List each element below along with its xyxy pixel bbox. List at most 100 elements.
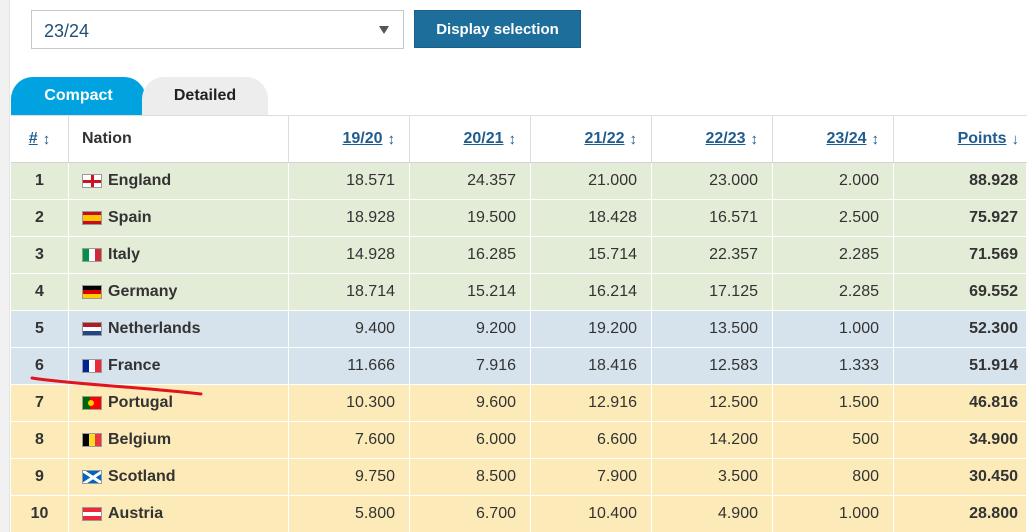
season-2-cell: 19.500 [410, 200, 531, 236]
season-5-cell: 2.285 [773, 237, 894, 273]
sort-season-3-link[interactable]: 21/22 [584, 130, 625, 147]
sort-season-5-link[interactable]: 23/24 [826, 130, 867, 147]
season-1-cell: 18.714 [289, 274, 410, 310]
nation-cell[interactable]: Italy [69, 237, 289, 273]
sort-season-4-link[interactable]: 22/23 [705, 130, 746, 147]
nation-cell[interactable]: Austria [69, 496, 289, 532]
nation-cell[interactable]: Germany [69, 274, 289, 310]
nation-cell[interactable]: Belgium [69, 422, 289, 458]
ranking-table: # ↕ Nation 19/20 ↕ 20/21 ↕ 21/22 ↕ 22/23 ↕ 23… [11, 115, 1027, 532]
table-body: 1 England 18.571 24.357 21.000 23.000 2.000 88.… [11, 163, 1027, 532]
season-5-cell: 1.333 [773, 348, 894, 384]
header-rank[interactable]: # ↕ [11, 116, 69, 162]
nation-cell[interactable]: Spain [69, 200, 289, 236]
nation-name[interactable]: England [108, 172, 172, 189]
points-cell: 52.300 [894, 311, 1027, 347]
points-cell: 30.450 [894, 459, 1027, 495]
italy-flag-icon [82, 248, 102, 262]
season-1-cell: 18.928 [289, 200, 410, 236]
points-cell: 34.900 [894, 422, 1027, 458]
season-2-cell: 16.285 [410, 237, 531, 273]
sort-icon[interactable]: ↕ [508, 130, 517, 148]
header-season-5[interactable]: 23/24 ↕ [773, 116, 894, 162]
display-selection-button[interactable]: Display selection [414, 10, 581, 48]
sort-season-2-link[interactable]: 20/21 [463, 130, 504, 147]
season-5-cell: 2.285 [773, 274, 894, 310]
season-3-cell: 12.916 [531, 385, 652, 421]
rank-cell: 2 [11, 200, 69, 236]
nation-cell[interactable]: England [69, 163, 289, 199]
season-1-cell: 14.928 [289, 237, 410, 273]
points-cell: 69.552 [894, 274, 1027, 310]
chevron-down-icon[interactable] [379, 26, 389, 34]
rank-cell: 5 [11, 311, 69, 347]
nation-cell[interactable]: Scotland [69, 459, 289, 495]
sort-icon[interactable]: ↕ [871, 130, 880, 148]
season-4-cell: 22.357 [652, 237, 773, 273]
table-row: 10 Austria 5.800 6.700 10.400 4.900 1.000 28.80… [11, 496, 1027, 532]
points-cell: 71.569 [894, 237, 1027, 273]
season-3-cell: 16.214 [531, 274, 652, 310]
sort-icon[interactable]: ↕ [387, 130, 396, 148]
nation-name[interactable]: Austria [108, 505, 164, 522]
rank-cell: 4 [11, 274, 69, 310]
spain-flag-icon [82, 211, 102, 225]
nation-cell[interactable]: France [69, 348, 289, 384]
season-5-cell: 1.000 [773, 311, 894, 347]
austria-flag-icon [82, 507, 102, 521]
nation-name[interactable]: France [108, 357, 161, 374]
points-cell: 28.800 [894, 496, 1027, 532]
header-season-1[interactable]: 19/20 ↕ [289, 116, 410, 162]
season-2-cell: 7.916 [410, 348, 531, 384]
sort-icon[interactable]: ↕ [42, 130, 51, 148]
table-row: 9 Scotland 9.750 8.500 7.900 3.500 800 30.450 [11, 459, 1027, 496]
season-3-cell: 19.200 [531, 311, 652, 347]
sort-icon[interactable]: ↕ [629, 130, 638, 148]
nation-name[interactable]: Netherlands [108, 320, 201, 337]
nation-name[interactable]: Germany [108, 283, 178, 300]
season-5-cell: 1.500 [773, 385, 894, 421]
nation-name[interactable]: Belgium [108, 431, 172, 448]
nation-name[interactable]: Scotland [108, 468, 176, 485]
season-2-cell: 6.700 [410, 496, 531, 532]
season-1-cell: 9.750 [289, 459, 410, 495]
nation-name[interactable]: Italy [108, 246, 141, 263]
season-3-cell: 15.714 [531, 237, 652, 273]
season-select[interactable]: 23/24 [31, 10, 404, 49]
header-season-2[interactable]: 20/21 ↕ [410, 116, 531, 162]
tab-compact[interactable]: Compact [11, 77, 146, 115]
nation-name[interactable]: Spain [108, 209, 152, 226]
sort-points-link[interactable]: Points [957, 130, 1007, 147]
season-2-cell: 8.500 [410, 459, 531, 495]
nation-cell[interactable]: Netherlands [69, 311, 289, 347]
sort-season-1-link[interactable]: 19/20 [342, 130, 383, 147]
season-1-cell: 5.800 [289, 496, 410, 532]
season-5-cell: 2.500 [773, 200, 894, 236]
sort-icon[interactable]: ↕ [750, 130, 759, 148]
season-1-cell: 7.600 [289, 422, 410, 458]
season-3-cell: 6.600 [531, 422, 652, 458]
header-season-4[interactable]: 22/23 ↕ [652, 116, 773, 162]
sort-desc-icon[interactable]: ↓ [1011, 130, 1020, 148]
season-4-cell: 23.000 [652, 163, 773, 199]
nation-name[interactable]: Portugal [108, 394, 173, 411]
season-5-cell: 2.000 [773, 163, 894, 199]
header-season-3[interactable]: 21/22 ↕ [531, 116, 652, 162]
season-4-cell: 13.500 [652, 311, 773, 347]
belgium-flag-icon [82, 433, 102, 447]
tab-detailed[interactable]: Detailed [142, 77, 268, 115]
season-4-cell: 12.583 [652, 348, 773, 384]
season-1-cell: 10.300 [289, 385, 410, 421]
season-2-cell: 15.214 [410, 274, 531, 310]
season-1-cell: 9.400 [289, 311, 410, 347]
season-3-cell: 21.000 [531, 163, 652, 199]
header-points[interactable]: Points ↓ [894, 116, 1027, 162]
table-row: 6 France 11.666 7.916 18.416 12.583 1.333 51.91… [11, 348, 1027, 385]
france-flag-icon [82, 359, 102, 373]
nation-cell[interactable]: Portugal [69, 385, 289, 421]
season-2-cell: 9.200 [410, 311, 531, 347]
table-row: 3 Italy 14.928 16.285 15.714 22.357 2.285 71.56… [11, 237, 1027, 274]
season-5-cell: 1.000 [773, 496, 894, 532]
season-1-cell: 11.666 [289, 348, 410, 384]
sort-rank-link[interactable]: # [28, 130, 38, 147]
